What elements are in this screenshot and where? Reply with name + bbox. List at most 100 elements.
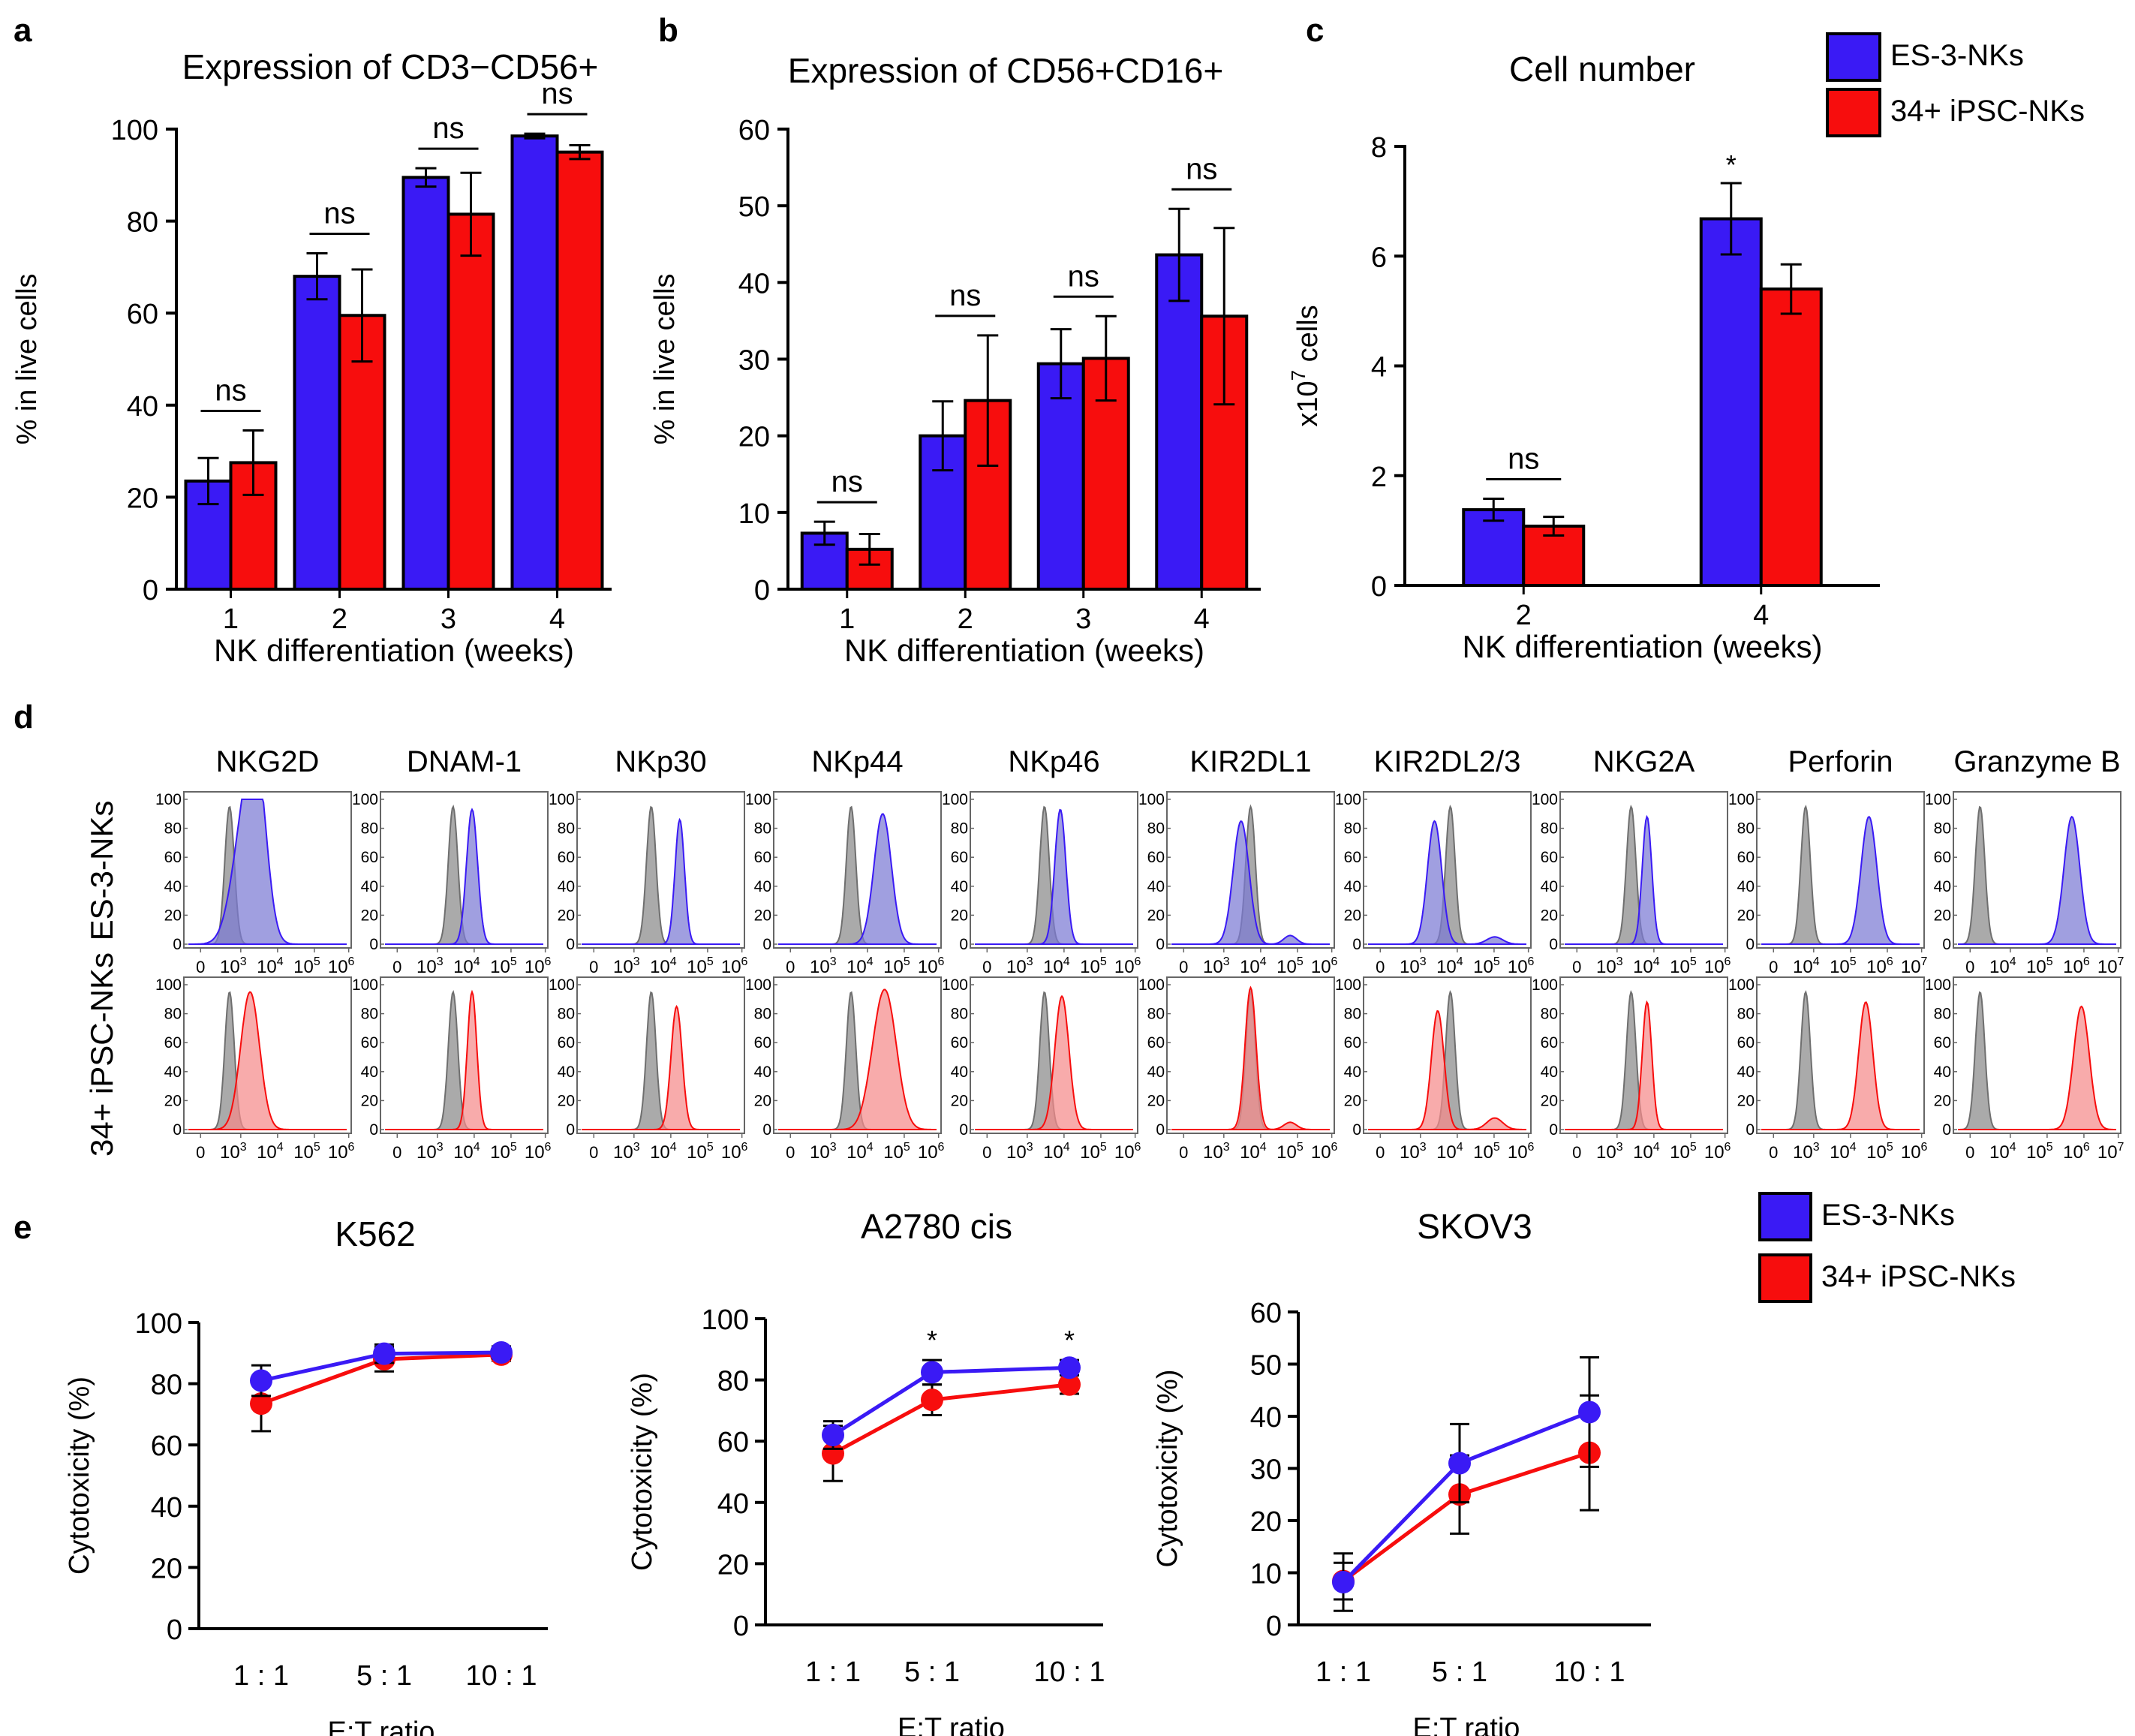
marker-curve xyxy=(778,988,937,1130)
x-tick-base: 10 xyxy=(1596,957,1616,977)
x-tick-label: 104 xyxy=(1989,1141,2016,1163)
x-tick-label: 2 xyxy=(332,603,347,635)
x-tick-label: 106 xyxy=(1508,955,1535,977)
x-tick-label: 107 xyxy=(2097,1141,2124,1163)
y-tick-label: 60 xyxy=(164,1034,182,1052)
histogram-frame xyxy=(1559,791,1728,949)
x-tick-base: 10 xyxy=(1436,957,1457,977)
x-tick-label: 105 xyxy=(293,1141,320,1163)
x-tick-base: 10 xyxy=(650,957,670,977)
marker-label: NKG2D xyxy=(216,745,320,778)
y-tick-label: 20 xyxy=(951,1092,968,1109)
x-tick-exp: 4 xyxy=(1850,1141,1857,1154)
legend-bottom: ES-3-NKs 34+ iPSC-NKs xyxy=(1758,1192,2016,1303)
x-tick-label: 5 : 1 xyxy=(356,1660,412,1692)
x-tick-exp: 6 xyxy=(1331,1141,1338,1154)
x-tick-label: 103 xyxy=(220,1141,247,1163)
y-tick-label: 100 xyxy=(1728,791,1755,808)
histogram-frame xyxy=(773,976,942,1134)
x-tick-exp: 4 xyxy=(2010,955,2016,968)
x-tick-label: 105 xyxy=(2026,955,2053,977)
y-tick-label: 60 xyxy=(1147,1034,1165,1052)
y-tick-label: 100 xyxy=(352,791,378,808)
x-tick-label: 105 xyxy=(490,1141,517,1163)
x-tick-exp: 5 xyxy=(1297,1141,1304,1154)
x-tick-label: 0 xyxy=(196,958,205,976)
significance-label: ns xyxy=(215,375,246,408)
y-tick-label: 40 xyxy=(361,878,378,895)
y-tick-label: 60 xyxy=(558,849,575,866)
x-tick-label: 4 xyxy=(1753,600,1769,631)
x-tick-exp: 4 xyxy=(1653,1141,1660,1154)
x-tick-exp: 6 xyxy=(938,1141,945,1154)
x-tick-label: 0 xyxy=(589,958,598,976)
isotype-curve xyxy=(778,805,937,945)
y-tick-label: 0 xyxy=(369,1121,378,1139)
y-tick-label: 20 xyxy=(164,907,182,924)
histogram-frame xyxy=(1363,791,1532,949)
y-tick-label: 20 xyxy=(738,422,770,453)
x-tick-base: 10 xyxy=(883,1142,904,1163)
x-tick-exp: 3 xyxy=(1027,1141,1033,1154)
y-tick-label: 80 xyxy=(361,820,378,838)
row-label-es: ES-3-NKs xyxy=(84,801,119,941)
x-tick-exp: 5 xyxy=(1100,955,1107,968)
y-tick-label: 20 xyxy=(1344,1092,1361,1109)
y-tick-label: 20 xyxy=(1344,907,1361,924)
y-tick-label: 80 xyxy=(164,820,182,838)
x-tick-label: 104 xyxy=(257,955,284,977)
y-tick-label: 30 xyxy=(1250,1455,1282,1486)
y-tick-label: 20 xyxy=(361,1092,378,1109)
chart-title: A2780 cis xyxy=(861,1207,1012,1246)
y-tick-label: 80 xyxy=(127,207,158,239)
isotype-curve xyxy=(582,805,740,945)
x-tick-base: 10 xyxy=(1508,957,1528,977)
histogram-frame xyxy=(380,791,549,949)
marker-curve xyxy=(778,813,937,945)
x-tick-exp: 7 xyxy=(2118,955,2124,968)
x-tick-exp: 4 xyxy=(1813,955,1820,968)
marker-curve xyxy=(1761,1001,1920,1130)
y-tick-label: 40 xyxy=(1737,878,1755,895)
x-tick-base: 10 xyxy=(525,957,545,977)
x-tick-label: 104 xyxy=(1436,1141,1463,1163)
x-tick-label: 3 xyxy=(441,603,456,635)
legend-swatch-ips xyxy=(1758,1253,1812,1303)
x-tick-label: 4 xyxy=(549,603,565,635)
y-tick-label: 20 xyxy=(951,907,968,924)
marker-curve xyxy=(582,817,740,945)
x-tick-label: 107 xyxy=(1901,955,1928,977)
x-tick-base: 10 xyxy=(416,957,437,977)
y-tick-label: 100 xyxy=(745,791,771,808)
x-tick-base: 10 xyxy=(613,1142,633,1163)
x-tick-label: 105 xyxy=(1080,1141,1107,1163)
x-tick-exp: 4 xyxy=(670,1141,677,1154)
y-tick-label: 40 xyxy=(1934,878,1951,895)
significance-label: * xyxy=(1064,1325,1075,1355)
x-tick-label: 0 xyxy=(392,958,401,976)
legend-label-ips: 34+ iPSC-NKs xyxy=(1821,1260,2016,1293)
x-tick-exp: 5 xyxy=(904,1141,910,1154)
histogram-frame xyxy=(1166,976,1335,1134)
histogram-frame xyxy=(1363,976,1532,1134)
x-tick-exp: 5 xyxy=(1493,955,1500,968)
x-tick-label: 105 xyxy=(1276,1141,1304,1163)
y-tick-label: 40 xyxy=(1344,1064,1361,1081)
x-tick-exp: 4 xyxy=(867,955,874,968)
x-tick-label: 1 xyxy=(223,603,239,635)
x-tick-exp: 6 xyxy=(1921,1141,1928,1154)
x-tick-base: 10 xyxy=(1276,957,1297,977)
x-tick-label: 106 xyxy=(1114,1141,1141,1163)
histogram-frame xyxy=(970,976,1138,1134)
chart-title: Expression of CD56+CD16+ xyxy=(788,51,1223,90)
y-tick-label: 40 xyxy=(1147,878,1165,895)
x-tick-base: 10 xyxy=(1473,957,1493,977)
data-point-es xyxy=(822,1424,844,1447)
y-tick-label: 80 xyxy=(1147,820,1165,838)
y-tick-label: 80 xyxy=(558,820,575,838)
y-axis-label: % in live cells xyxy=(11,273,43,444)
